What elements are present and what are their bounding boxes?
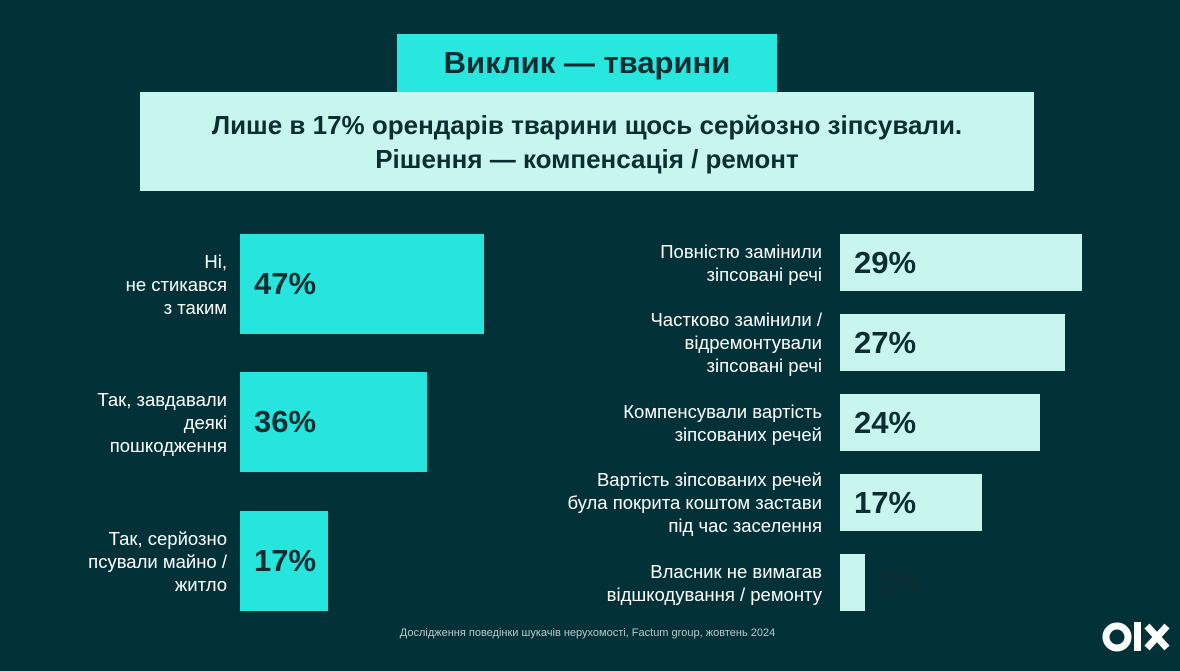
- bar: [240, 372, 428, 472]
- bar: [840, 234, 1083, 291]
- value-label: 24%: [854, 404, 917, 440]
- bar: [240, 511, 329, 611]
- bar: [840, 554, 866, 611]
- category-label: Повністю замінили зіпсовані речі: [660, 240, 822, 285]
- value-label: 17%: [854, 484, 917, 520]
- bar: [840, 474, 982, 531]
- category-label: Власник не вимагав відшкодування / ремон…: [606, 560, 822, 605]
- category-label: Ні, не стикався з таким: [125, 250, 227, 318]
- bar: [840, 314, 1066, 371]
- category-label: Вартість зіпсованих речей була покрита к…: [567, 469, 822, 536]
- value-label: 17%: [254, 543, 317, 578]
- logo: [1102, 622, 1170, 652]
- subtitle: Лише в 17% орендарів тварини щось серйоз…: [140, 92, 1034, 191]
- category-label: Компенсували вартість зіпсованих речей: [623, 400, 822, 445]
- value-label: 47%: [254, 266, 317, 301]
- value-label: 36%: [254, 404, 317, 439]
- value-label: 29%: [854, 244, 917, 280]
- value-label: 3%: [878, 564, 923, 600]
- bar: [840, 394, 1041, 451]
- bar: [240, 234, 485, 334]
- category-label: Так, серйозно псували майно / житло: [88, 527, 227, 595]
- category-label: Так, завдавали деякі пошкодження: [97, 388, 227, 456]
- category-label: Частково замінили / відремонтували зіпсо…: [650, 309, 822, 376]
- title: Виклик — тварини: [397, 34, 777, 92]
- footer: Дослідження поведінки шукачів нерухомост…: [399, 627, 776, 639]
- value-label: 27%: [854, 324, 917, 360]
